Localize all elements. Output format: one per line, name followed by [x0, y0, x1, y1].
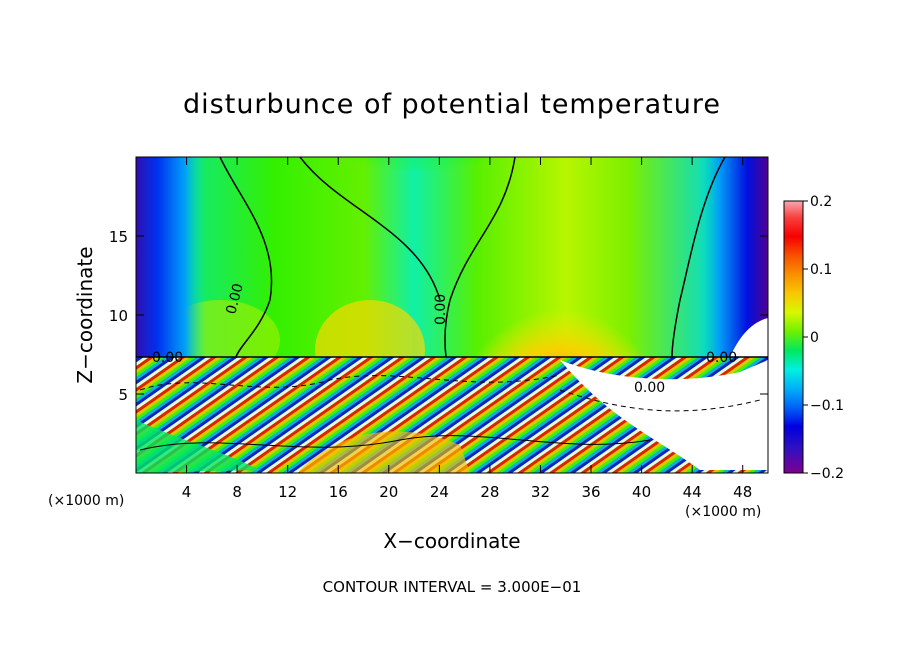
contour-labels: 0.00 0.00 0.00 0.00 0.00	[152, 282, 737, 396]
x-axis-label: X−coordinate	[383, 529, 520, 553]
x-tick-label: 44	[683, 483, 702, 501]
x-tick-label: 20	[379, 483, 398, 501]
colorbar: 0.2 0.1 0 −0.1 −0.2	[783, 194, 844, 482]
colorbar-ticks: 0.2 0.1 0 −0.1 −0.2	[803, 194, 844, 482]
contour-label: 0.00	[152, 350, 183, 366]
y-axis-ticks: 5 10 15	[109, 228, 768, 404]
colorbar-tick-label: −0.2	[810, 466, 844, 482]
x-unit-right: (×1000 m)	[685, 504, 761, 520]
x-tick-label: 8	[232, 483, 242, 501]
contour-interval-note: CONTOUR INTERVAL = 3.000E−01	[323, 578, 582, 596]
colorbar-tick-label: 0.1	[810, 262, 832, 278]
contour-label: 0.00	[634, 380, 665, 396]
x-tick-label: 32	[531, 483, 550, 501]
x-tick-label: 16	[329, 483, 348, 501]
colorbar-tick-label: 0	[810, 330, 819, 346]
x-tick-label: 4	[182, 483, 192, 501]
contour-label: 0.00	[223, 282, 247, 316]
contour-label: 0.00	[433, 294, 449, 325]
chart-title: disturbunce of potential temperature	[183, 89, 721, 120]
y-tick-label: 5	[118, 386, 128, 404]
y-tick-label: 10	[109, 307, 128, 325]
colorbar-tick-label: −0.1	[810, 398, 844, 414]
colorbar-tick-label: 0.2	[810, 194, 832, 210]
heatmap-field	[136, 157, 768, 473]
y-tick-label: 15	[109, 228, 128, 246]
x-tick-label: 24	[430, 483, 449, 501]
contour-label: 0.00	[706, 350, 737, 366]
y-axis-label: Z−coordinate	[73, 246, 97, 383]
x-tick-label: 48	[733, 483, 752, 501]
x-tick-label: 40	[632, 483, 651, 501]
x-tick-label: 12	[278, 483, 297, 501]
x-tick-label: 36	[581, 483, 600, 501]
x-axis-ticks: 4 8 12 16 20 24 28 32 36 40 44 48	[182, 157, 752, 501]
x-unit-left: (×1000 m)	[48, 493, 124, 509]
x-tick-label: 28	[480, 483, 499, 501]
